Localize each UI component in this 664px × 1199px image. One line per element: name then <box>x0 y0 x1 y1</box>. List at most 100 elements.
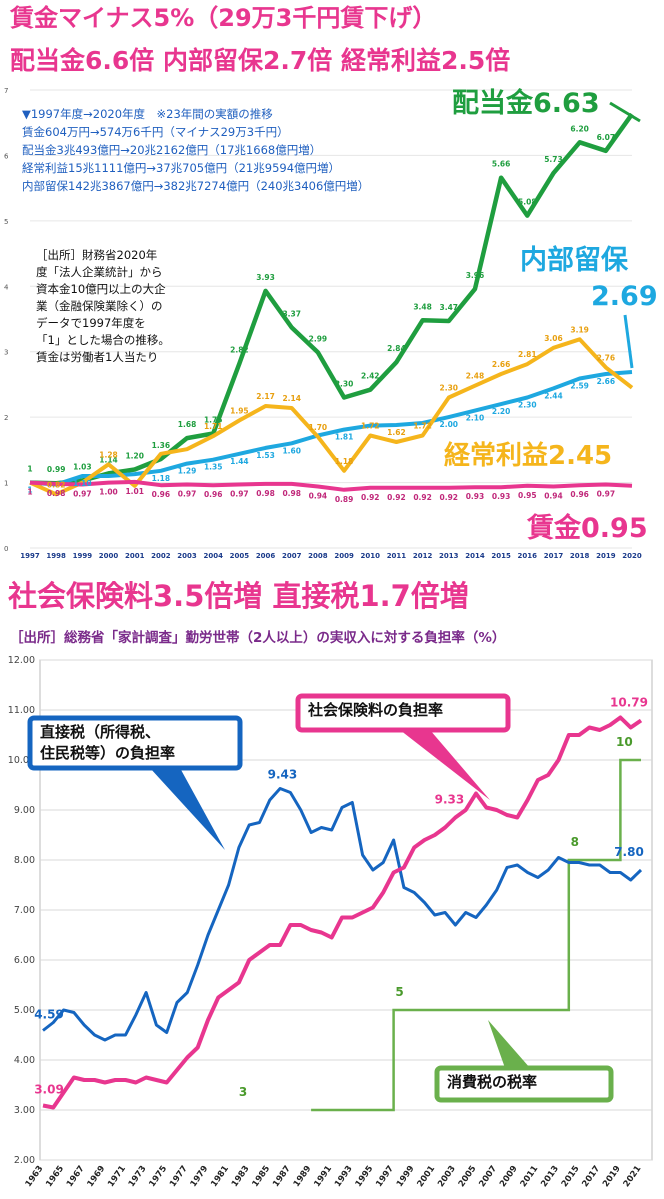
chart2-x-tick: 2017 <box>580 1164 602 1189</box>
chart1-data-label: 5.73 <box>544 155 563 164</box>
chart2-series-line-consumption-tax <box>311 758 641 1112</box>
chart1-data-label: 1.18 <box>152 474 171 483</box>
chart1-source-line: 度「法人企業統計」から <box>36 265 163 279</box>
chart-divider <box>0 566 664 568</box>
chart1-data-label: 1 <box>27 465 32 474</box>
chart1-series-line <box>29 479 633 492</box>
chart2-y-tick: 7.00 <box>14 905 35 916</box>
chart2-callout-text: 社会保険料の負担率 <box>307 701 443 719</box>
chart1-x-tick: 2002 <box>151 552 171 560</box>
chart1-y-tick: 6 <box>4 152 9 160</box>
chart2-x-tick: 1985 <box>251 1164 273 1189</box>
chart1-data-label: 2.30 <box>335 380 354 389</box>
chart2-x-tick: 1987 <box>271 1164 293 1189</box>
chart1-data-label: 0.82 <box>47 480 66 489</box>
chart1-data-label: 0.97 <box>178 490 197 499</box>
chart1-note-line: ▼1997年度→2020年度 ※23年間の実額の推移 <box>22 107 273 121</box>
chart1-data-label: 2.76 <box>597 353 616 362</box>
chart1-data-label: 0.93 <box>492 492 511 501</box>
chart1-data-label: 0.92 <box>413 493 432 502</box>
chart2-y-tick: 11.00 <box>8 705 35 716</box>
chart2-callout-pointer <box>150 768 225 850</box>
chart1-data-label: 0.94 <box>544 491 563 500</box>
chart1-data-label: 2.84 <box>387 344 406 353</box>
chart2-x-tick: 2013 <box>539 1164 561 1189</box>
chart1-subtitle: 配当金6.6倍 内部留保2.7倍 経常利益2.5倍 <box>10 46 510 75</box>
chart2-x-tick: 2007 <box>477 1164 499 1189</box>
chart1-data-label: 0.98 <box>256 489 275 498</box>
chart1-data-label: 1.18 <box>335 457 354 466</box>
chart1-source-note: ［出所］財務省2020年度「法人企業統計」から資本金10億円以上の大企業（金融保… <box>36 248 170 364</box>
chart2-series-line <box>42 715 643 1110</box>
chart1-data-label: 2.82 <box>230 345 249 354</box>
chart1-data-label: 2.59 <box>570 382 589 391</box>
chart2-callout-box <box>434 1065 614 1103</box>
chart1-data-label: 2.00 <box>440 420 459 429</box>
chart2-x-tick: 2019 <box>601 1164 623 1189</box>
chart2-y-tick: 8.00 <box>14 855 35 866</box>
chart1-y-tick: 7 <box>4 87 8 95</box>
chart1-notes: ▼1997年度→2020年度 ※23年間の実額の推移賃金604万円→574万6千… <box>22 107 369 193</box>
chart1-y-tick: 0 <box>4 545 8 553</box>
chart2-x-tick: 1979 <box>189 1164 211 1189</box>
chart2-x-tick: 1965 <box>44 1164 66 1189</box>
chart1-data-label: 0.98 <box>47 489 66 498</box>
chart1-data-label: 3.37 <box>282 310 301 319</box>
chart1-data-label: 1.72 <box>413 421 432 430</box>
chart1-data-label: 2.17 <box>256 392 275 401</box>
chart2-x-tick: 1995 <box>354 1164 376 1189</box>
chart1-series-line <box>29 112 634 486</box>
chart2-x-tick: 1975 <box>147 1164 169 1189</box>
chart1-y-tick: 2 <box>4 414 8 422</box>
chart2-callout-pointer <box>400 730 490 800</box>
chart1-data-label: 3.96 <box>466 271 485 280</box>
chart1-data-label: 2.20 <box>492 407 511 416</box>
chart1-data-label: 1.62 <box>387 428 406 437</box>
chart1-source-line: 賃金は労働者1人当たり <box>36 350 158 364</box>
chart1-data-label: 1.00 <box>99 488 118 497</box>
chart1-data-label: 1.71 <box>204 422 223 431</box>
chart2-callout-pointer <box>488 1020 530 1068</box>
chart1-data-label: 3.47 <box>440 303 459 312</box>
chart1-data-label: 2.66 <box>597 377 616 386</box>
chart1-x-tick: 2008 <box>308 552 328 560</box>
chart1-y-tick: 1 <box>4 480 8 488</box>
chart2-x-tick: 1981 <box>209 1164 231 1189</box>
chart2-x-tick: 2003 <box>436 1164 458 1189</box>
chart1-data-label: 0.93 <box>466 492 485 501</box>
chart2-x-tick: 2009 <box>498 1164 520 1189</box>
chart1-data-label: 1.14 <box>99 455 118 464</box>
chart1-series-label-dividend: 配当金6.63 <box>452 87 600 119</box>
chart1-data-label: 1.53 <box>256 451 275 460</box>
chart1-data-label: 0.97 <box>73 490 92 499</box>
chart1-series-label-retained-value: 2.69 <box>591 281 658 312</box>
chart1-data-label: 6.07 <box>597 133 616 142</box>
chart2-x-tick: 2015 <box>560 1164 582 1189</box>
chart2-y-tick: 2.00 <box>14 1155 35 1166</box>
chart1: 賃金マイナス5%（29万3千円賃下げ） 配当金6.6倍 内部留保2.7倍 経常利… <box>4 4 658 560</box>
chart2-x-tick: 2011 <box>519 1164 541 1189</box>
chart1-series-arrow <box>609 101 641 123</box>
chart1-x-tick: 2006 <box>256 552 276 560</box>
chart1-x-tick: 2017 <box>544 552 564 560</box>
chart1-data-label: 2.42 <box>361 372 380 381</box>
chart1-data-label: 3.93 <box>256 273 275 282</box>
chart1-data-label: 2.44 <box>544 391 563 400</box>
chart1-data-label: 5.08 <box>518 198 537 207</box>
chart1-data-label: 2.30 <box>440 384 459 393</box>
chart1-data-label: 1.60 <box>282 446 301 455</box>
chart1-series: 1 0.99 1.03 1.14 1.20 1.36 1.68 1.75 2.82 3.93 3.3… <box>27 87 657 544</box>
chart1-data-label: 0.92 <box>440 493 459 502</box>
chart1-data-label: 1.95 <box>230 406 249 415</box>
chart1-source-line: 「1」とした場合の推移。 <box>36 333 170 347</box>
chart1-data-label: 1.03 <box>73 463 92 472</box>
chart1-y-tick: 4 <box>4 283 9 291</box>
chart2-x-tick: 1989 <box>292 1164 314 1189</box>
chart1-note-line: 配当金3兆493億円→20兆2162億円（17兆1668億円増） <box>22 143 321 157</box>
chart1-x-tick: 2020 <box>622 552 642 560</box>
chart1-x-tick: 1997 <box>20 552 40 560</box>
chart1-data-label: 0.95 <box>518 491 537 500</box>
chart1-data-label: 1.70 <box>309 423 328 432</box>
chart1-data-label: 2.30 <box>518 401 537 410</box>
chart2-callout-text: 住民税等）の負担率 <box>40 744 175 762</box>
